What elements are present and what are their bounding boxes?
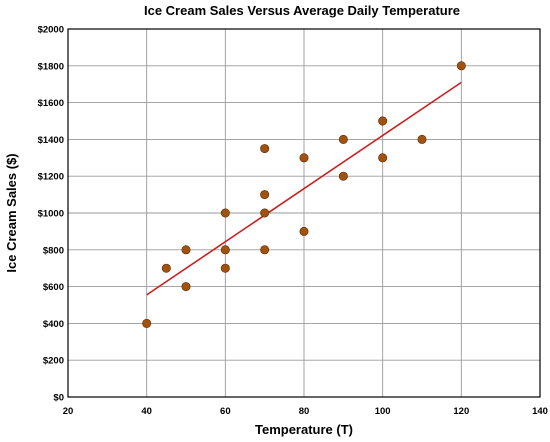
- data-point: [260, 190, 270, 200]
- data-points: [142, 61, 466, 328]
- grid-lines: [67, 28, 541, 398]
- y-tick-label: $1600: [38, 98, 64, 109]
- y-tick-label: $0: [53, 393, 64, 404]
- data-point: [456, 61, 466, 71]
- y-tick-label: $1000: [38, 209, 64, 220]
- data-point: [378, 116, 388, 126]
- data-point: [338, 134, 348, 144]
- data-point: [417, 134, 427, 144]
- y-tick-label: $2000: [38, 25, 64, 36]
- y-tick-label: $600: [43, 282, 64, 293]
- x-axis-label: Temperature (T): [255, 422, 353, 437]
- x-tick-label: 100: [375, 406, 391, 417]
- data-point: [181, 245, 191, 255]
- x-tick-label: 140: [532, 406, 548, 417]
- y-tick-label: $1200: [38, 172, 64, 183]
- data-point: [161, 263, 171, 273]
- y-axis-ticks: $0 $200 $400 $600 $800 $1000 $1200 $1400 $1600 $1…: [38, 25, 64, 404]
- x-tick-label: 20: [63, 406, 74, 417]
- data-point: [220, 208, 230, 218]
- chart-title: Ice Cream Sales Versus Average Daily Tem…: [144, 3, 460, 18]
- x-axis-ticks: 20 40 60 80 100 120 140: [63, 406, 548, 417]
- y-tick-label: $200: [43, 356, 64, 367]
- data-point: [142, 318, 152, 328]
- data-point: [338, 171, 348, 181]
- y-tick-label: $1800: [38, 61, 64, 72]
- data-point: [181, 282, 191, 292]
- plot-area: [67, 28, 541, 398]
- trend-line: [146, 81, 462, 296]
- data-point: [299, 226, 309, 236]
- data-point: [299, 153, 309, 163]
- data-point: [220, 263, 230, 273]
- data-point: [220, 245, 230, 255]
- y-axis-label: Ice Cream Sales ($): [4, 153, 19, 272]
- data-point: [260, 245, 270, 255]
- x-tick-label: 120: [453, 406, 469, 417]
- x-tick-label: 80: [299, 406, 310, 417]
- y-tick-label: $800: [43, 245, 64, 256]
- x-tick-label: 60: [220, 406, 231, 417]
- data-point: [260, 208, 270, 218]
- y-tick-label: $1400: [38, 135, 64, 146]
- data-point: [378, 153, 388, 163]
- x-tick-label: 40: [141, 406, 152, 417]
- y-tick-label: $400: [43, 319, 64, 330]
- data-point: [260, 144, 270, 154]
